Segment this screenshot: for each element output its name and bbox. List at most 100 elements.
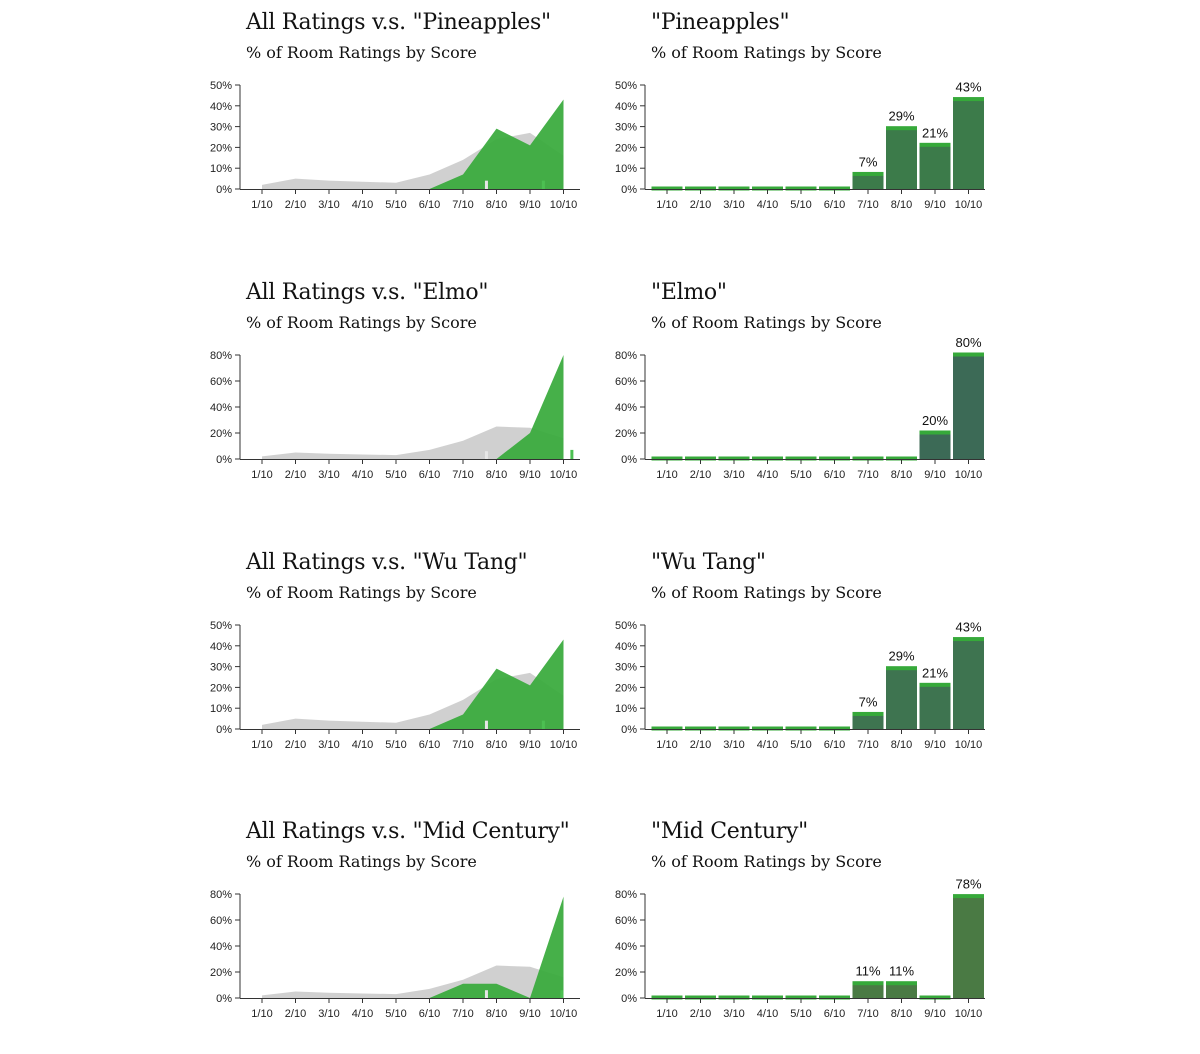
x-tick-label: 7/10 [857, 1008, 878, 1020]
chart-panel-mid-century-histogram: "Mid Century" % of Room Ratings by Score… [615, 814, 1031, 1054]
y-tick-label: 80% [615, 350, 637, 362]
x-tick-label: 8/10 [486, 469, 507, 481]
bar-cap [651, 186, 683, 191]
chart-title: All Ratings v.s. "Pineapples" [246, 10, 551, 35]
bar [852, 714, 884, 729]
average-marker [484, 180, 488, 189]
area-chart-elmo: 0% 20% 40% 60% 80% 1/10 2/10 3/10 4/10 5/10 6/10 7/… [210, 350, 580, 481]
x-tick-label: 5/10 [385, 739, 406, 751]
chart-subtitle: % of Room Ratings by Score [651, 43, 882, 62]
x-tick-label: 9/10 [519, 469, 540, 481]
y-tick-label: 60% [210, 915, 232, 927]
y-tick-label: 0% [621, 454, 637, 466]
bar-cap [785, 726, 817, 731]
y-tick-label: 10% [615, 703, 637, 715]
bar-cap [852, 171, 884, 176]
x-tick-label: 7/10 [452, 1008, 473, 1020]
x-tick-label: 10/10 [550, 199, 578, 211]
chart-panel-pineapples-histogram: "Pineapples" % of Room Ratings by Score … [615, 5, 1031, 245]
y-tick-label: 0% [216, 993, 232, 1005]
x-tick-label: 9/10 [519, 1008, 540, 1020]
x-tick-label: 2/10 [690, 199, 711, 211]
x-tick-label: 5/10 [790, 739, 811, 751]
x-tick-label: 1/10 [656, 739, 677, 751]
y-tick-label: 50% [615, 620, 637, 632]
x-tick-label: 7/10 [452, 199, 473, 211]
bar-cap [919, 142, 951, 147]
x-tick-label: 2/10 [285, 199, 306, 211]
bar-chart-wu-tang: 7% 29% 21% 43% 0% 10% 20% 30% 40% 50% 1/10 2/10 3/10… [615, 620, 985, 751]
y-tick-label: 40% [210, 101, 232, 113]
series-room-area [262, 99, 564, 189]
x-tick-label: 9/10 [924, 469, 945, 481]
bar-value-label: 29% [888, 649, 914, 664]
bar-cap [718, 456, 750, 461]
x-tick-label: 6/10 [824, 739, 845, 751]
bar-cap [718, 186, 750, 191]
chart-title: "Mid Century" [651, 819, 808, 844]
x-tick-label: 6/10 [824, 469, 845, 481]
x-tick-label: 7/10 [452, 469, 473, 481]
y-tick-label: 60% [615, 376, 637, 388]
x-tick-label: 8/10 [891, 469, 912, 481]
y-tick-label: 20% [615, 428, 637, 440]
y-tick-label: 0% [621, 993, 637, 1005]
x-tick-label: 7/10 [452, 739, 473, 751]
x-tick-label: 3/10 [318, 739, 339, 751]
bar-cap [953, 352, 984, 357]
x-tick-label: 1/10 [656, 1008, 677, 1020]
x-tick-label: 5/10 [385, 1008, 406, 1020]
chart-subtitle: % of Room Ratings by Score [246, 852, 477, 871]
bar-value-label: 43% [955, 80, 981, 95]
bar [919, 433, 951, 459]
x-tick-label: 5/10 [385, 199, 406, 211]
y-tick-label: 0% [216, 454, 232, 466]
y-tick-label: 10% [210, 703, 232, 715]
bar-cap [852, 981, 884, 986]
y-tick-label: 10% [615, 163, 637, 175]
bar-value-label: 11% [855, 964, 880, 979]
y-tick-label: 20% [210, 682, 232, 694]
y-tick-label: 30% [210, 122, 232, 134]
chart-title: All Ratings v.s. "Mid Century" [246, 819, 570, 844]
y-tick-label: 0% [621, 724, 637, 736]
bar [919, 145, 951, 189]
chart-title: All Ratings v.s. "Elmo" [246, 280, 489, 305]
bar-cap [886, 456, 917, 461]
bar-cap [819, 456, 850, 461]
y-tick-label: 20% [210, 967, 232, 979]
bar-cap [886, 666, 917, 671]
x-tick-label: 2/10 [690, 469, 711, 481]
y-tick-label: 20% [210, 428, 232, 440]
bar-cap [785, 186, 817, 191]
bar [852, 983, 884, 998]
bar-chart-elmo: 20% 80% 0% 20% 40% 60% 80% 1/10 2/10 3/10 4/10 5/10… [615, 335, 985, 481]
chart-panel-mid-century-comparison: All Ratings v.s. "Mid Century" % of Room… [210, 814, 626, 1054]
x-tick-label: 6/10 [824, 199, 845, 211]
x-tick-label: 9/10 [519, 199, 540, 211]
y-tick-label: 40% [615, 641, 637, 653]
x-tick-label: 1/10 [251, 739, 272, 751]
x-tick-label: 6/10 [419, 1008, 440, 1020]
chart-subtitle: % of Room Ratings by Score [246, 583, 477, 602]
x-tick-label: 9/10 [924, 199, 945, 211]
bar-value-label: 11% [889, 964, 914, 979]
y-tick-label: 40% [210, 402, 232, 414]
x-tick-label: 10/10 [955, 199, 983, 211]
bar-cap [685, 456, 716, 461]
average-marker [560, 990, 564, 998]
x-tick-label: 5/10 [790, 469, 811, 481]
area-chart-mid-century: 0% 20% 40% 60% 80% 1/10 2/10 3/10 4/10 5/10 6/10 7/… [210, 889, 580, 1020]
bar-cap [819, 995, 850, 1000]
y-tick-label: 40% [210, 641, 232, 653]
average-marker [484, 720, 488, 729]
x-tick-label: 1/10 [251, 469, 272, 481]
bar-cap [852, 456, 884, 461]
bar-cap [685, 186, 716, 191]
bar-cap [953, 97, 984, 102]
y-tick-label: 20% [210, 142, 232, 154]
chart-title: "Elmo" [651, 280, 727, 305]
y-tick-label: 60% [615, 915, 637, 927]
x-tick-label: 4/10 [757, 469, 778, 481]
x-tick-label: 4/10 [757, 739, 778, 751]
